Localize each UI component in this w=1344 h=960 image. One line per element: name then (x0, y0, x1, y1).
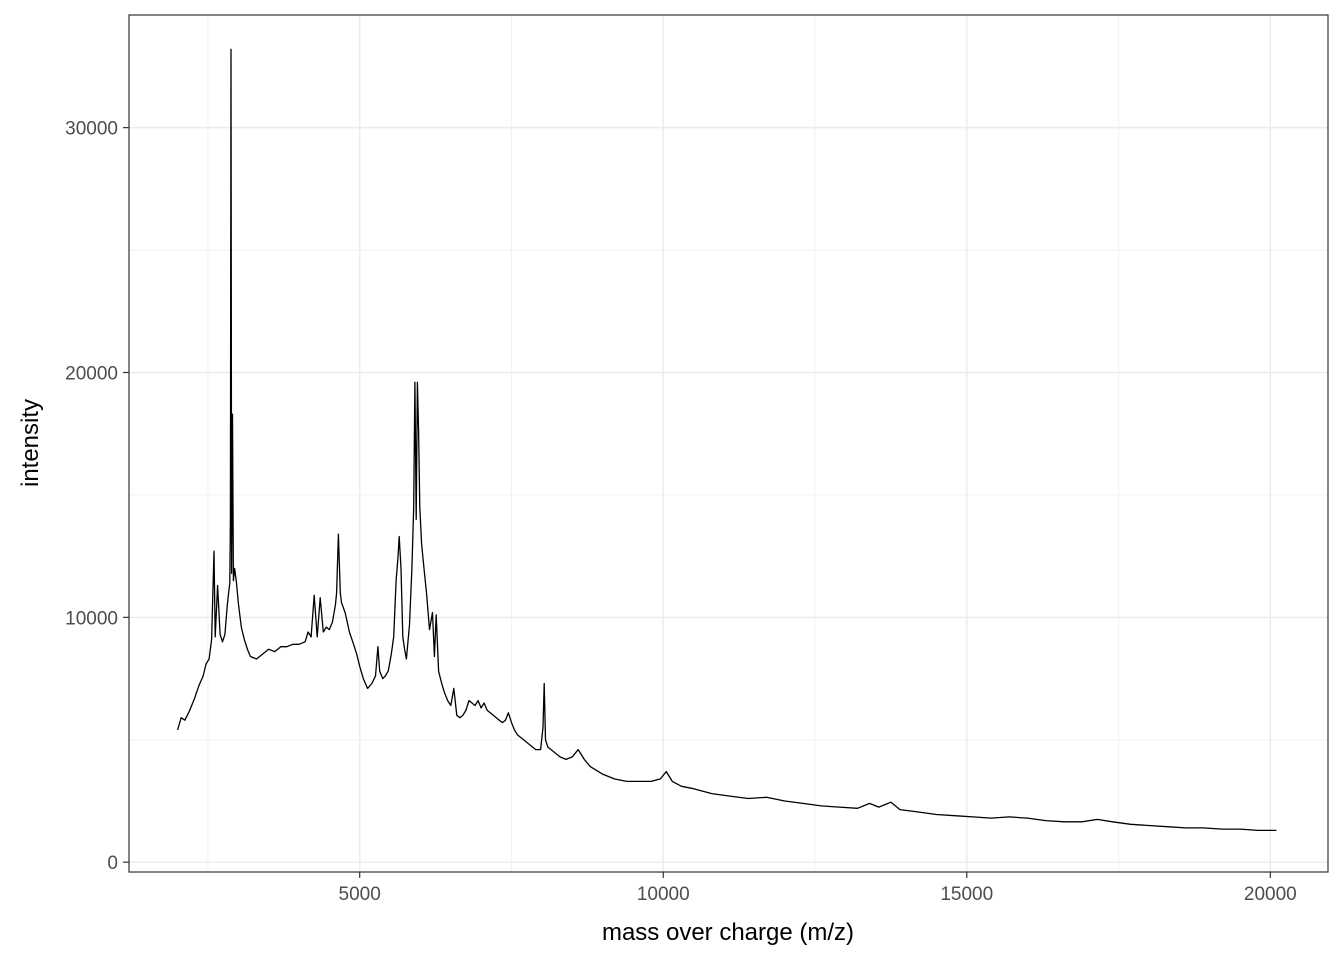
x-tick-label: 15000 (940, 884, 993, 905)
y-tick-label: 10000 (65, 608, 118, 629)
panel-background (129, 15, 1328, 872)
grid-lines (129, 15, 1328, 872)
series-layer (176, 48, 1277, 832)
x-tick-label: 5000 (339, 884, 381, 905)
x-tick-label: 20000 (1244, 884, 1297, 905)
axes-layer: 5000 10000 15000 20000 0 10000 20000 30000 (65, 119, 1297, 905)
panel-border (128, 14, 1329, 873)
y-tick-label: 20000 (65, 363, 118, 384)
x-tick-label: 10000 (637, 884, 690, 905)
spectrum-series-line (176, 48, 1277, 832)
y-tick-label: 30000 (65, 119, 118, 140)
y-tick-label: 0 (107, 853, 118, 874)
x-axis-title: mass over charge (m/z) (602, 919, 854, 946)
y-axis-title: intensity (17, 399, 44, 487)
